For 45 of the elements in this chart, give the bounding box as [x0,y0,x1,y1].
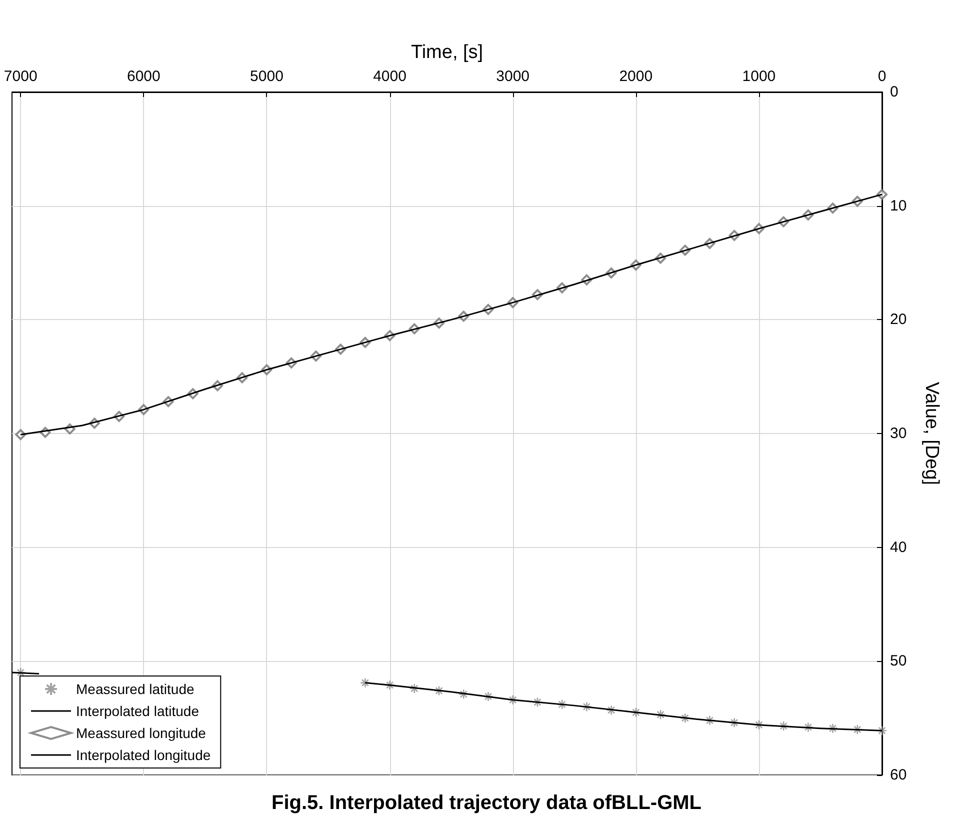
y-axis-title: Value, [Deg] [921,382,942,486]
point [778,720,789,732]
x-tick-label: 7000 [4,68,38,85]
legend-label: Meassured longitude [76,725,206,741]
x-axis-title: Time, [s] [410,42,484,63]
point [630,707,642,718]
point [606,704,616,716]
point [828,723,838,734]
point [582,702,592,712]
point [876,725,888,736]
point [458,689,469,700]
y-tick-label: 50 [890,652,907,670]
y-tick-label: 20 [890,311,907,328]
point [680,712,690,724]
x-tick-label: 4000 [373,68,406,85]
point [754,720,764,730]
x-tick-label: 3000 [496,68,530,85]
legend-label: Interpolated latitude [76,703,200,719]
point [360,678,370,688]
x-tick-label: 0 [878,68,886,85]
point [384,680,395,690]
point [729,717,740,728]
point [409,683,420,694]
y-tick-label: 40 [890,538,907,556]
text: Fig.5. Interpolated trajectory data ofBLL-GML [271,792,702,814]
point [704,715,715,726]
point [655,710,666,720]
point [483,691,494,702]
point [532,696,543,708]
point [852,724,863,735]
x-tick-label: 5000 [250,68,284,85]
x-tick-label: 1000 [742,68,776,85]
point [803,722,814,732]
point [508,694,518,706]
point [556,699,568,710]
point [434,686,444,696]
y-tick-label: 0 [890,84,898,100]
x-tick-label: 2000 [619,68,653,85]
y-tick-label: 60 [890,766,907,784]
legend-label: Meassured latitude [76,681,195,697]
y-tick-label: 10 [890,197,907,214]
x-tick-label: 6000 [126,68,160,85]
point [15,667,26,678]
legend-label: Interpolated longitude [76,747,211,763]
y-tick-label: 30 [890,425,907,442]
